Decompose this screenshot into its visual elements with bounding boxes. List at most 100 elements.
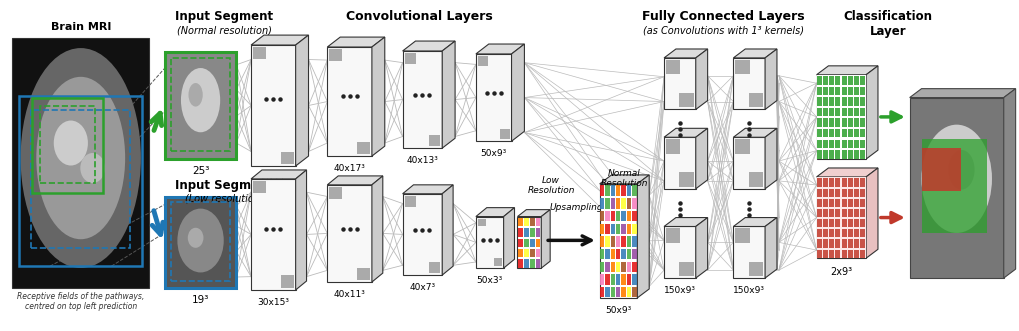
Bar — [836, 189, 841, 197]
Bar — [817, 97, 822, 106]
Bar — [836, 140, 841, 148]
Polygon shape — [816, 66, 878, 75]
Text: Input Segment: Input Segment — [175, 179, 273, 192]
Bar — [842, 199, 847, 207]
Text: 50x9³: 50x9³ — [481, 149, 506, 158]
Bar — [524, 218, 529, 226]
Bar — [536, 259, 540, 268]
Bar — [610, 198, 615, 209]
Bar — [823, 250, 828, 258]
Bar — [823, 97, 828, 106]
Polygon shape — [403, 41, 455, 51]
Polygon shape — [664, 49, 707, 58]
Text: Receptive fields of the pathways,
centred on top left prediction: Receptive fields of the pathways, centre… — [17, 292, 145, 311]
Polygon shape — [503, 208, 515, 268]
Bar — [860, 229, 865, 237]
Bar — [817, 118, 822, 127]
Bar — [829, 129, 835, 137]
Bar — [666, 228, 681, 243]
Bar — [605, 211, 609, 221]
Bar — [842, 129, 847, 137]
Bar — [817, 76, 822, 85]
Bar — [921, 139, 987, 233]
Bar — [632, 211, 637, 221]
Bar — [610, 249, 615, 259]
Bar — [860, 97, 865, 106]
Polygon shape — [765, 128, 776, 189]
Bar — [848, 129, 853, 137]
Polygon shape — [816, 168, 878, 177]
Bar — [848, 239, 853, 248]
Polygon shape — [734, 128, 776, 137]
Bar — [12, 38, 149, 288]
Bar — [616, 249, 621, 259]
Bar — [749, 172, 763, 187]
Text: 30x21³: 30x21³ — [258, 174, 289, 183]
Bar — [605, 249, 609, 259]
Bar — [823, 108, 828, 117]
Bar — [817, 140, 822, 148]
Polygon shape — [296, 35, 309, 166]
Bar — [854, 97, 859, 106]
Bar — [829, 76, 835, 85]
Bar — [622, 249, 626, 259]
Polygon shape — [734, 217, 776, 226]
Bar — [616, 261, 621, 272]
Bar — [605, 185, 609, 196]
Bar — [494, 259, 501, 266]
Bar — [823, 239, 828, 248]
Bar — [605, 287, 609, 297]
Bar — [616, 274, 621, 285]
Text: 40x13³: 40x13³ — [407, 156, 438, 165]
Bar — [281, 275, 293, 288]
Bar — [823, 118, 828, 127]
Polygon shape — [696, 49, 707, 110]
Bar — [622, 198, 626, 209]
Polygon shape — [512, 44, 525, 141]
Bar — [600, 287, 604, 297]
Bar — [860, 250, 865, 258]
Bar — [829, 199, 835, 207]
Bar — [842, 189, 847, 197]
Bar — [736, 139, 750, 154]
Bar — [848, 76, 853, 85]
Bar — [848, 118, 853, 127]
Bar — [530, 259, 535, 268]
Bar — [530, 239, 535, 247]
Text: (Low resolution): (Low resolution) — [185, 194, 264, 204]
Bar — [823, 229, 828, 237]
Bar — [518, 259, 523, 268]
Polygon shape — [866, 168, 878, 258]
Bar — [829, 140, 835, 148]
Bar — [600, 274, 604, 285]
Bar — [848, 250, 853, 258]
Polygon shape — [664, 58, 696, 110]
Bar — [171, 58, 230, 151]
Polygon shape — [816, 177, 866, 258]
Text: Input Segment: Input Segment — [175, 10, 273, 23]
Bar — [854, 199, 859, 207]
Polygon shape — [637, 175, 649, 298]
Bar — [817, 87, 822, 95]
Bar — [32, 110, 130, 248]
Bar — [836, 87, 841, 95]
Bar — [823, 76, 828, 85]
Bar — [627, 211, 631, 221]
Bar — [405, 53, 416, 64]
Bar — [627, 287, 631, 297]
Bar — [600, 261, 604, 272]
Polygon shape — [765, 217, 776, 278]
Bar — [329, 187, 341, 199]
Text: 50x3³: 50x3³ — [477, 276, 503, 285]
Bar — [530, 249, 535, 257]
Bar — [600, 249, 604, 259]
Bar — [605, 198, 609, 209]
Bar — [842, 219, 847, 227]
Bar — [666, 60, 681, 74]
Bar — [848, 189, 853, 197]
Bar — [836, 129, 841, 137]
Bar — [817, 129, 822, 137]
Bar — [610, 261, 615, 272]
Polygon shape — [518, 216, 541, 268]
Bar — [817, 178, 822, 187]
